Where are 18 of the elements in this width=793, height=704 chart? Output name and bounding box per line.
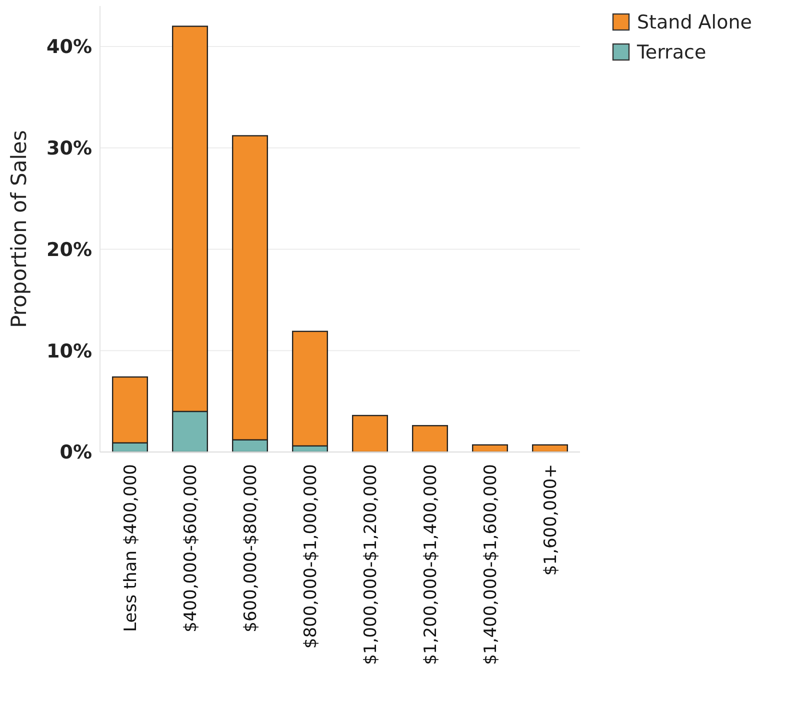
legend-label: Stand Alone (637, 12, 752, 34)
x-tick-label: $600,000-$800,000 (240, 464, 261, 632)
legend-label: Terrace (636, 42, 706, 64)
x-tick-label: $1,600,000+ (540, 464, 561, 576)
x-tick-label: $1,200,000-$1,400,000 (420, 464, 441, 665)
bar (352, 414, 388, 453)
x-tick-label: $800,000-$1,000,000 (300, 464, 321, 649)
x-tick-label: $1,400,000-$1,600,000 (480, 464, 501, 665)
y-tick-label: 10% (46, 340, 92, 362)
x-tick-label: $400,000-$600,000 (180, 464, 201, 632)
bar (412, 425, 448, 453)
y-tick-label: 0% (60, 442, 92, 464)
x-tick-label: $1,000,000-$1,200,000 (360, 464, 381, 665)
y-tick-label: 40% (46, 36, 92, 58)
y-tick-label: 30% (46, 138, 92, 160)
y-axis-title: Proportion of Sales (7, 130, 31, 328)
y-tick-label: 20% (46, 238, 92, 261)
x-tick-label: Less than $400,000 (120, 464, 141, 632)
